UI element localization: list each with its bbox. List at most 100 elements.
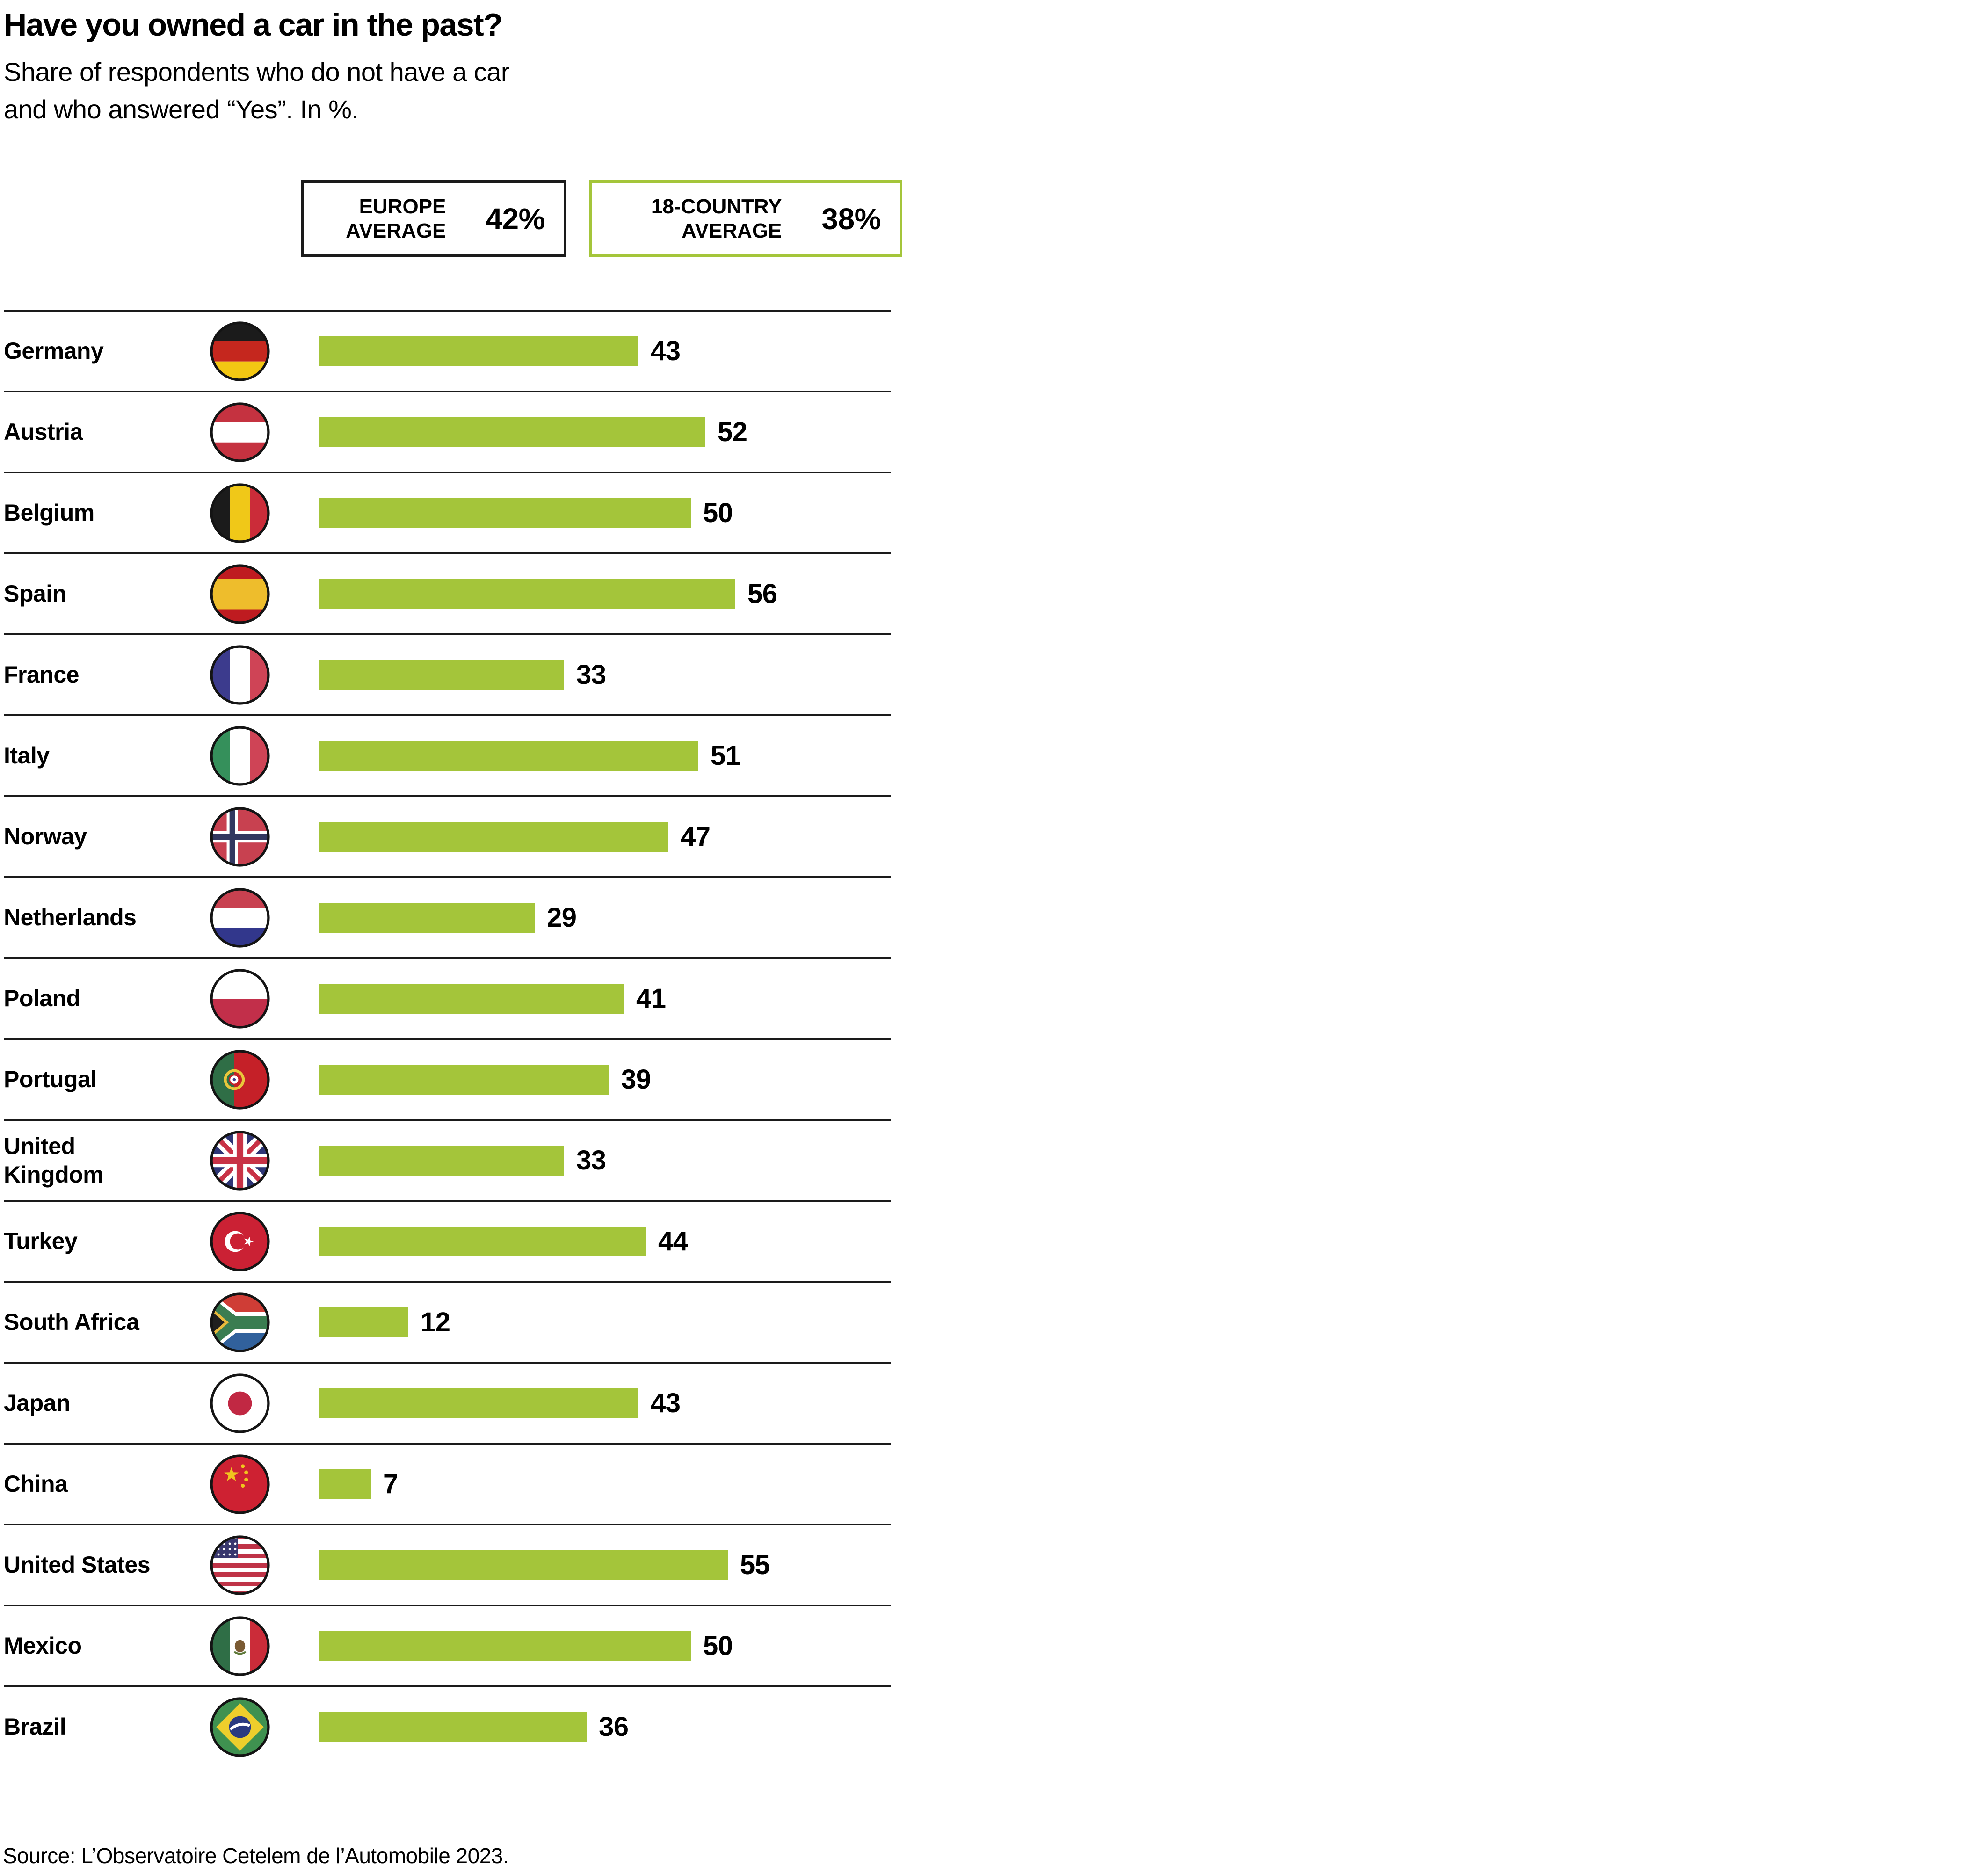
- norway-flag-icon: [210, 806, 270, 867]
- country-row: France 33: [4, 633, 891, 714]
- country-row: South Africa 12: [4, 1281, 891, 1362]
- country-label: South Africa: [4, 1309, 139, 1336]
- country-label: Norway: [4, 823, 87, 850]
- value-bar: [319, 660, 564, 690]
- value-label: 41: [636, 983, 666, 1014]
- value-bar: [319, 336, 638, 366]
- mexico-flag-icon: [210, 1616, 270, 1677]
- value-label: 56: [747, 579, 777, 610]
- country-row: United Kingdom 33: [4, 1119, 891, 1200]
- country-row: Germany 43: [4, 310, 891, 391]
- value-label: 12: [421, 1307, 450, 1338]
- italy-flag-icon: [210, 726, 270, 786]
- value-label: 36: [599, 1712, 629, 1743]
- country-row: Norway 47: [4, 795, 891, 876]
- value-label: 44: [658, 1226, 688, 1257]
- europe-average-label: EUROPE AVERAGE: [346, 195, 446, 242]
- country-row: Belgium 50: [4, 472, 891, 552]
- value-label: 50: [703, 1631, 733, 1662]
- value-label: 55: [740, 1550, 770, 1581]
- value-label: 50: [703, 498, 733, 529]
- country-row: Brazil 36: [4, 1685, 891, 1766]
- value-label: 33: [576, 660, 606, 690]
- value-bar: [319, 741, 698, 771]
- netherlands-flag-icon: [210, 887, 270, 948]
- value-label: 47: [681, 821, 711, 852]
- country-label: Netherlands: [4, 904, 137, 931]
- portugal-flag-icon: [210, 1049, 270, 1110]
- country-row: Poland 41: [4, 957, 891, 1038]
- united-kingdom-flag-icon: [210, 1130, 270, 1191]
- spain-flag-icon: [210, 564, 270, 624]
- intl-average-label: 18-COUNTRY AVERAGE: [651, 195, 782, 242]
- value-bar: [319, 1388, 638, 1418]
- value-label: 52: [718, 417, 747, 448]
- value-bar: [319, 983, 624, 1014]
- south-africa-flag-icon: [210, 1292, 270, 1353]
- value-bar: [319, 1226, 646, 1256]
- value-label: 43: [651, 1388, 681, 1419]
- rows: Germany 43 Austria 52 Belgium 50 Spain 5…: [4, 310, 891, 1766]
- country-row: Spain 56: [4, 552, 891, 633]
- country-row: Austria 52: [4, 391, 891, 472]
- china-flag-icon: [210, 1454, 270, 1515]
- value-bar: [319, 417, 705, 447]
- country-label: China: [4, 1471, 68, 1497]
- country-row: China 7: [4, 1443, 891, 1524]
- value-label: 29: [547, 902, 577, 933]
- value-bar: [319, 1631, 691, 1661]
- germany-flag-icon: [210, 321, 270, 382]
- europe-average-value: 42%: [486, 202, 545, 236]
- averages-row: EUROPE AVERAGE 42% 18-COUNTRY AVERAGE 38…: [301, 180, 1988, 258]
- value-label: 39: [621, 1064, 651, 1095]
- value-bar: [319, 498, 691, 528]
- value-label: 7: [383, 1469, 398, 1500]
- chart-subtitle: Share of respondents who do not have a c…: [4, 57, 510, 124]
- value-label: 43: [651, 336, 681, 367]
- brazil-flag-icon: [210, 1697, 270, 1757]
- country-row: Netherlands 29: [4, 876, 891, 957]
- country-label: Turkey: [4, 1228, 78, 1255]
- country-label: Germany: [4, 338, 104, 364]
- france-flag-icon: [210, 645, 270, 705]
- turkey-flag-icon: [210, 1211, 270, 1272]
- united-states-flag-icon: [210, 1535, 270, 1596]
- country-label: Spain: [4, 581, 66, 607]
- country-row: Japan 43: [4, 1362, 891, 1443]
- country-row: Portugal 39: [4, 1038, 891, 1119]
- value-bar: [319, 1145, 564, 1176]
- source-note: Source: L’Observatoire Cetelem de l’Auto…: [3, 1844, 509, 1866]
- country-row: United States 55: [4, 1524, 891, 1605]
- value-label: 33: [576, 1145, 606, 1176]
- austria-flag-icon: [210, 402, 270, 463]
- country-label: Poland: [4, 985, 80, 1012]
- country-label: Brazil: [4, 1714, 66, 1740]
- chart-title: Have you owned a car in the past?: [4, 7, 503, 43]
- poland-flag-icon: [210, 968, 270, 1029]
- value-bar: [319, 1307, 408, 1337]
- country-row: Turkey 44: [4, 1200, 891, 1281]
- value-bar: [319, 1550, 728, 1580]
- value-bar: [319, 821, 668, 852]
- europe-average-box: EUROPE AVERAGE 42%: [301, 180, 566, 258]
- country-label: Belgium: [4, 500, 94, 526]
- country-label: United Kingdom: [4, 1133, 104, 1188]
- country-label: Italy: [4, 742, 50, 769]
- country-label: Japan: [4, 1390, 71, 1416]
- country-label: Austria: [4, 419, 83, 445]
- country-label: France: [4, 661, 79, 688]
- value-bar: [319, 579, 735, 609]
- value-label: 51: [711, 741, 740, 771]
- intl-average-box: 18-COUNTRY AVERAGE 38%: [589, 180, 902, 258]
- intl-average-value: 38%: [821, 202, 881, 236]
- value-bar: [319, 1064, 609, 1095]
- value-bar: [319, 1469, 371, 1499]
- country-label: United States: [4, 1552, 151, 1578]
- country-label: Portugal: [4, 1066, 97, 1093]
- country-row: Mexico 50: [4, 1605, 891, 1685]
- country-label: Mexico: [4, 1633, 82, 1659]
- belgium-flag-icon: [210, 483, 270, 544]
- japan-flag-icon: [210, 1373, 270, 1434]
- value-bar: [319, 1712, 587, 1742]
